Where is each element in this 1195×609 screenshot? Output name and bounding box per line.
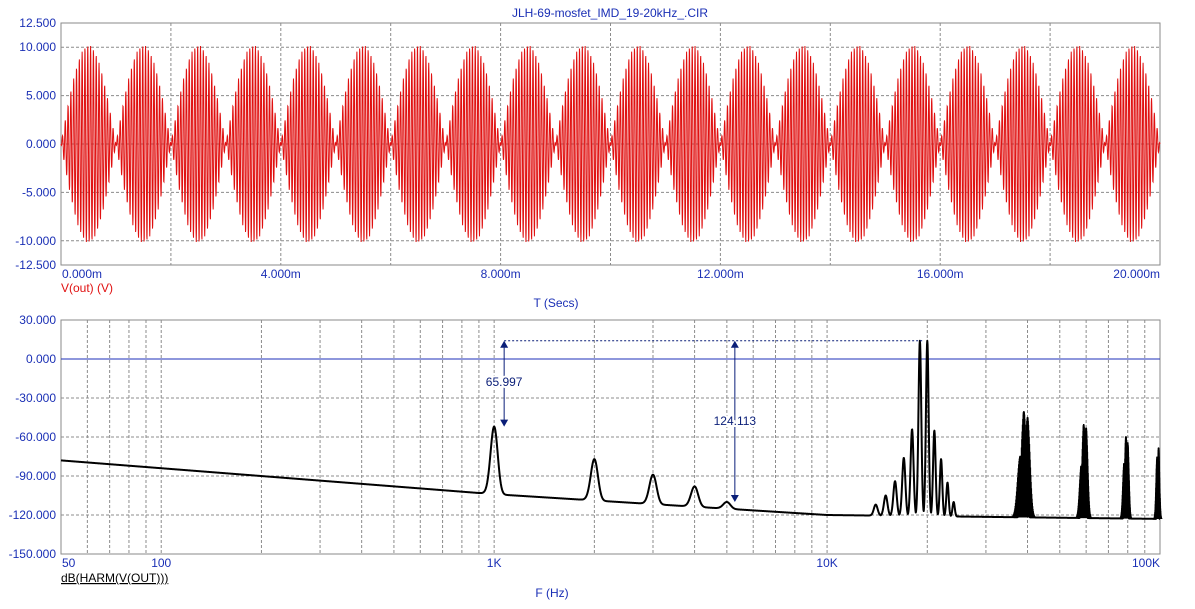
bottom-y-tick-label: -30.000 [15,391,56,405]
top-x-tick-label: 20.000m [1113,267,1160,281]
measure-1-arrow-up-icon [500,340,509,348]
measurement-markers: 65.997 124.113 [484,340,924,502]
bottom-y-tick-label: 30.000 [19,313,56,327]
vout-waveform[interactable] [60,45,1161,243]
top-trace-label[interactable]: V(out) (V) [61,281,113,295]
bottom-x-tick-label: 50 [62,556,76,570]
harm-spectrum-line[interactable] [60,339,1161,520]
bottom-x-tick-label: 1K [487,556,502,570]
measure-2-arrow-up-icon [730,340,739,348]
bottom-plot-grid [61,320,1160,554]
top-x-tick-label: 12.000m [697,267,744,281]
bottom-y-tick-label: -120.000 [9,508,57,522]
bottom-x-axis-label: F (Hz) [535,586,568,600]
top-x-axis-label: T (Secs) [533,296,578,310]
top-x-tick-label: 8.000m [481,267,521,281]
measurement-2-value: 124.113 [714,414,757,428]
top-x-tick-label: 16.000m [917,267,964,281]
measure-1-arrow-down-icon [500,419,509,427]
harm-spectrum-trace[interactable] [60,339,1163,520]
top-y-tick-label: -10.000 [15,234,56,248]
chart-title: JLH-69-mosfet_IMD_19-20kHz_.CIR [512,6,708,20]
top-x-tick-label: 0.000m [62,267,102,281]
top-y-tick-label: -12.500 [15,258,56,272]
bottom-x-tick-label: 10K [816,556,837,570]
top-x-tick-label: 4.000m [261,267,301,281]
top-y-tick-label: 0.000 [26,137,56,151]
top-y-tick-label: 10.000 [19,40,56,54]
bottom-x-tick-label: 100 [151,556,171,570]
bottom-y-tick-label: -150.000 [9,547,57,561]
top-y-tick-label: 12.500 [19,16,56,30]
bottom-y-tick-label: 0.000 [26,352,56,366]
bottom-trace-label[interactable]: dB(HARM(V(OUT))) [61,571,168,585]
vout-trace[interactable] [60,45,1161,243]
measurement-1-value: 65.997 [486,375,523,389]
measure-2-arrow-down-icon [730,495,739,502]
axis-tick-labels: 12.500 10.000 5.000 0.000 -5.000 -10.000 -12.5… [9,16,1160,570]
bottom-x-tick-label: 100K [1132,556,1160,570]
bottom-y-tick-label: -60.000 [15,430,56,444]
bottom-plot-area[interactable] [60,319,1161,555]
bottom-y-tick-label: -90.000 [15,469,56,483]
top-y-tick-label: -5.000 [22,185,56,199]
top-y-tick-label: 5.000 [26,89,56,103]
